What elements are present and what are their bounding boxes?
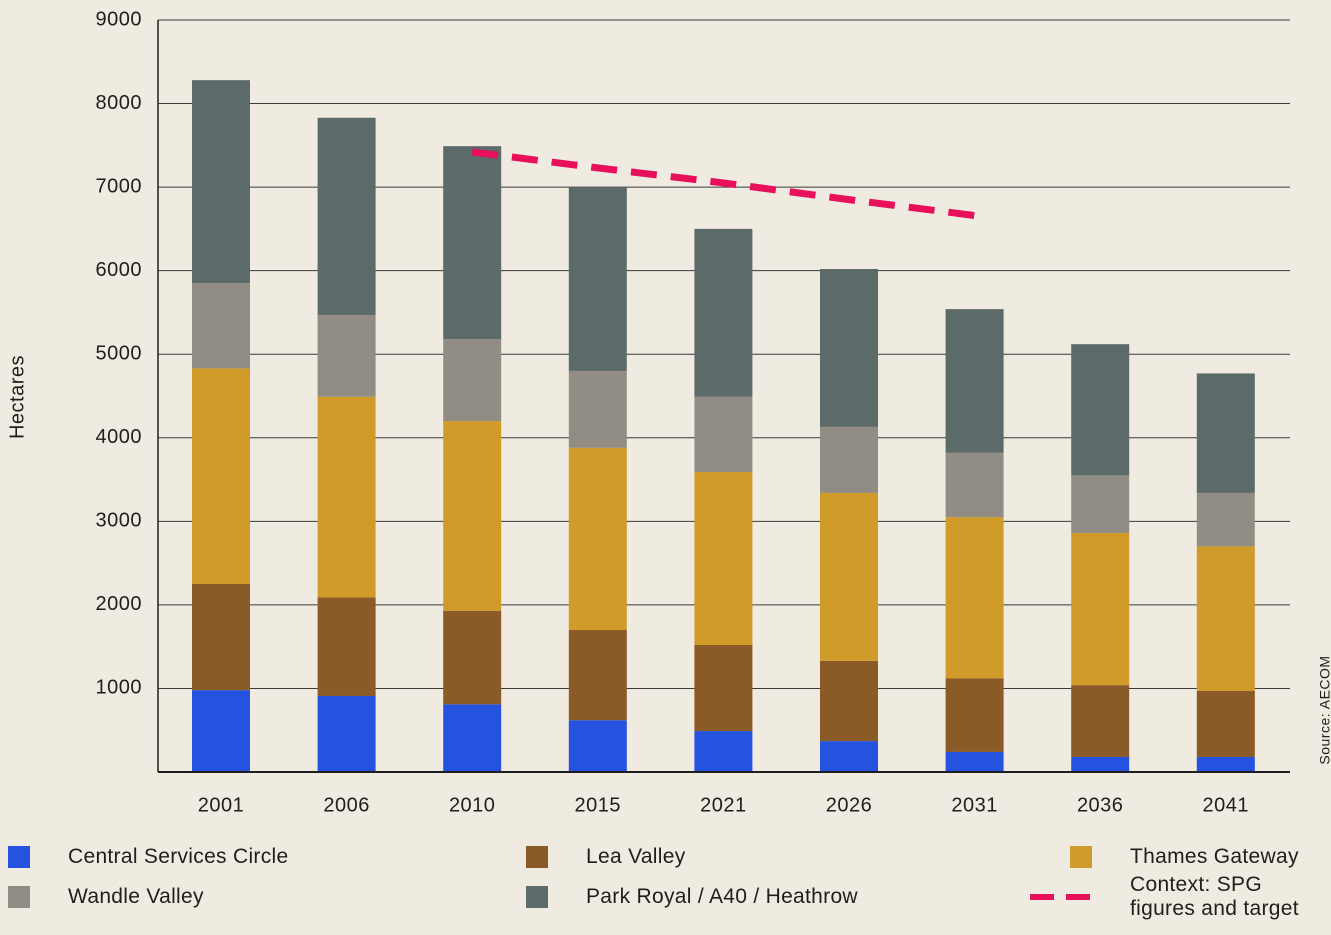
bar-segment: [568, 187, 627, 371]
bar-segment: [443, 339, 502, 422]
bar-segment: [443, 421, 502, 611]
bar-segment: [694, 472, 753, 645]
bar-segment: [317, 314, 376, 397]
source-note: Source: AECOM: [1317, 655, 1331, 764]
legend-swatch: [8, 846, 30, 868]
bar-segment: [1196, 756, 1255, 772]
legend-label: Context: SPG figures and target: [1130, 873, 1299, 920]
bar-segment: [317, 597, 376, 696]
bar-segment: [694, 731, 753, 772]
bar-segment: [1071, 533, 1130, 686]
bar-segment: [694, 644, 753, 732]
bar-segment: [945, 678, 1004, 752]
bar-segment: [945, 517, 1004, 679]
x-tick-label: 2036: [1077, 794, 1124, 816]
y-tick-label: 2000: [96, 593, 143, 615]
y-tick-label: 5000: [96, 343, 143, 365]
legend-label: Lea Valley: [586, 845, 686, 868]
bar-segment: [820, 741, 878, 772]
bar-segment: [1196, 690, 1255, 757]
bar-segment: [820, 492, 878, 661]
y-tick-label: 6000: [96, 259, 143, 281]
bar-segment: [568, 447, 627, 630]
bar-segment: [945, 309, 1004, 453]
y-tick-label: 1000: [96, 677, 143, 699]
bar-segment: [820, 660, 878, 742]
bar-segment: [1071, 756, 1130, 772]
bar-segment: [192, 584, 250, 691]
y-axis-title: Hectares: [6, 355, 28, 439]
bar-segment: [443, 146, 502, 340]
x-tick-label: 2015: [575, 794, 622, 816]
bar-segment: [192, 80, 250, 284]
legend-label: Central Services Circle: [68, 845, 289, 868]
legend-swatch: [526, 886, 548, 908]
bar-segment: [1071, 344, 1130, 476]
y-tick-label: 8000: [96, 92, 143, 114]
bar-segment: [568, 629, 627, 721]
bar-segment: [192, 283, 250, 369]
bar-segment: [820, 426, 878, 493]
bar-segment: [317, 396, 376, 598]
y-tick-label: 4000: [96, 426, 143, 448]
x-tick-label: 2010: [449, 794, 496, 816]
bar-segment: [568, 720, 627, 772]
bar-segment: [945, 452, 1004, 518]
y-tick-label: 3000: [96, 510, 143, 532]
bar-segment: [317, 117, 376, 315]
bar-segment: [443, 610, 502, 705]
bar-segment: [1071, 475, 1130, 534]
bar-segment: [945, 751, 1004, 772]
bar-segment: [820, 268, 878, 427]
chart: Hectares Source: AECOM 1000 2000 3000 4000 5…: [6, 8, 1331, 816]
y-tick-label: 7000: [96, 175, 143, 197]
legend-label: Thames Gateway: [1130, 845, 1299, 868]
bar-segment: [694, 228, 753, 397]
x-tick-label: 2026: [826, 794, 873, 816]
bar-segment: [192, 690, 250, 772]
bar-segment: [1196, 546, 1255, 691]
bar-segment: [1071, 685, 1130, 757]
legend-swatch: [526, 846, 548, 868]
bar-segment: [317, 695, 376, 772]
bar-segment: [694, 396, 753, 473]
x-tick-label: 2006: [323, 794, 370, 816]
x-tick-label: 2021: [700, 794, 747, 816]
legend-label: Park Royal / A40 / Heathrow: [586, 885, 858, 908]
x-tick-label: 2001: [198, 794, 245, 816]
bar-segment: [1196, 373, 1255, 493]
legend-swatch: [8, 886, 30, 908]
bar-segment: [192, 368, 250, 584]
bar-segment: [443, 704, 502, 772]
x-tick-label: 2031: [951, 794, 998, 816]
y-tick-label: 9000: [96, 8, 143, 30]
target-line: [471, 148, 976, 219]
x-tick-label: 2041: [1203, 794, 1250, 816]
legend-swatch: [1070, 846, 1092, 868]
legend-label: Wandle Valley: [68, 885, 204, 908]
bar-segment: [1196, 492, 1255, 547]
bar-segment: [568, 370, 627, 448]
legend-swatch: [1030, 894, 1090, 900]
